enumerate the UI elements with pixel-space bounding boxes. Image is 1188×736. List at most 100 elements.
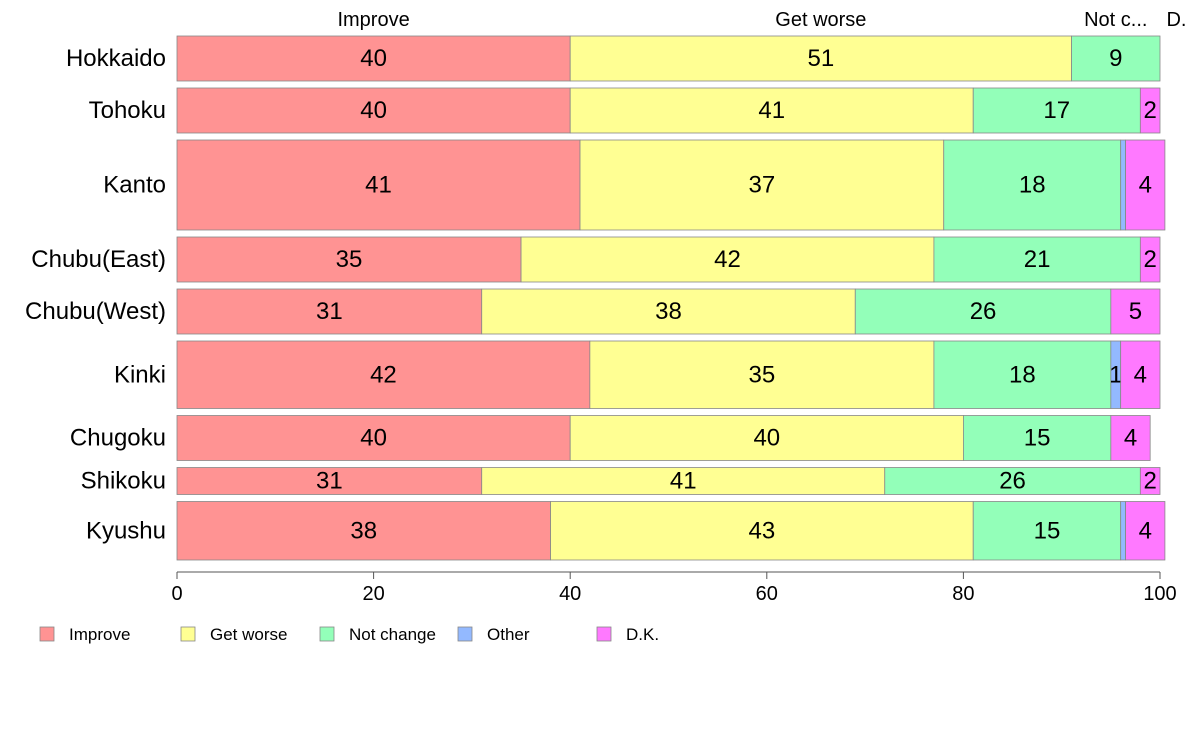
legend-swatch [39,626,55,642]
top-label-0: Improve [337,9,409,31]
data-label: 38 [350,517,377,544]
data-label: 41 [758,97,785,124]
top-label-3: D... [1166,9,1188,31]
legend-label: Get worse [210,625,287,644]
data-label: 31 [316,468,343,495]
legend-swatch [319,626,335,642]
category-label: Chugoku [70,425,166,452]
data-label: 4 [1124,425,1137,452]
bar-segment-not-change [933,340,1112,409]
bar-segment-not-change [933,236,1141,283]
top-label-1: Get worse [775,9,866,31]
legend-label: Not change [349,625,436,644]
data-label: 9 [1109,45,1122,72]
bar-segment-get-worse [569,35,1072,82]
top-labels: Improve Get worse Not c... D... [337,9,1188,31]
legend-swatch [596,626,612,642]
data-label: 1 [1109,361,1122,388]
legend-label: Improve [69,625,130,644]
category-label: Kyushu [86,517,166,544]
bar-segment-improve [176,139,581,231]
data-label: 15 [1034,517,1061,544]
bar-segment-improve [176,87,571,134]
legend-swatch [180,626,196,642]
data-label: 40 [360,97,387,124]
bar-segment-d-k- [1125,501,1166,561]
bar-segment-improve [176,288,483,335]
category-label: Kanto [103,172,166,199]
bar-segment-get-worse [579,139,945,231]
data-label: 18 [1009,361,1036,388]
category-label: Tohoku [89,97,166,124]
data-label: 40 [753,425,780,452]
legend: Improve Get worse Not change Other D.K. [39,625,659,644]
data-label: 4 [1139,517,1152,544]
data-label: 43 [749,517,776,544]
legend-swatch [457,626,473,642]
category-labels: Hokkaido Tohoku Kanto Chubu(East) Chubu(West… [25,45,166,544]
bar-segment-d-k- [1139,467,1161,495]
x-tick-label: 80 [952,583,974,605]
x-tick-label: 60 [756,583,778,605]
bar-segment-d-k- [1139,236,1161,283]
data-label: 38 [655,298,682,325]
bar-segment-other [1120,501,1126,561]
x-tick-label: 20 [362,583,384,605]
bar-segment-d-k- [1110,288,1161,335]
data-label: 18 [1019,172,1046,199]
category-label: Kinki [114,361,166,388]
bar-segment-get-worse [550,501,974,561]
bar-segment-not-change [972,501,1122,561]
category-label: Chubu(East) [31,246,166,273]
data-label: 2 [1143,97,1156,124]
data-label: 4 [1139,172,1152,199]
data-label: 51 [808,45,835,72]
bar-segment-improve [176,501,551,561]
data-label: 4 [1134,361,1147,388]
category-label: Shikoku [81,468,166,495]
category-label: Hokkaido [66,45,166,72]
data-label: 26 [999,468,1026,495]
bar-segment-not-change [972,87,1141,134]
data-label: 35 [336,246,363,273]
bar-segment-d-k- [1110,415,1151,461]
data-label: 15 [1024,425,1051,452]
bar-segment-improve [176,467,483,495]
bar-segment-d-k- [1120,340,1161,409]
data-label: 26 [970,298,997,325]
bar-segment-not-change [1071,35,1161,82]
data-label: 41 [670,468,697,495]
data-label: 41 [365,172,392,199]
x-tick-label: 0 [171,583,182,605]
bar-segment-d-k- [1139,87,1161,134]
bar-segment-not-change [943,139,1122,231]
bars: 40 51 940 41 17 241 37 18 435 42 21 231 38 26 542 35 18 1… [176,35,1166,561]
data-label: 40 [360,425,387,452]
x-axis: 0 20 40 60 80 100 [171,571,1177,605]
data-label: 2 [1143,246,1156,273]
bar-segment-improve [176,340,591,409]
bar-segment-not-change [963,415,1112,461]
bar-segment-get-worse [520,236,935,283]
data-label: 37 [749,172,776,199]
x-tick-label: 40 [559,583,581,605]
legend-label: Other [487,625,530,644]
bar-segment-get-worse [569,415,964,461]
bar-segment-not-change [884,467,1141,495]
bar-segment-get-worse [481,467,886,495]
data-label: 42 [714,246,741,273]
data-label: 40 [360,45,387,72]
data-label: 35 [749,361,776,388]
bar-segment-improve [176,415,571,461]
bar-segment-d-k- [1125,139,1166,231]
data-label: 42 [370,361,397,388]
bar-segment-improve [176,35,571,82]
x-tick-label: 100 [1143,583,1176,605]
bar-segment-other [1120,139,1126,231]
data-label: 31 [316,298,343,325]
data-label: 5 [1129,298,1142,325]
legend-label: D.K. [626,625,659,644]
data-label: 21 [1024,246,1051,273]
data-label: 2 [1143,468,1156,495]
